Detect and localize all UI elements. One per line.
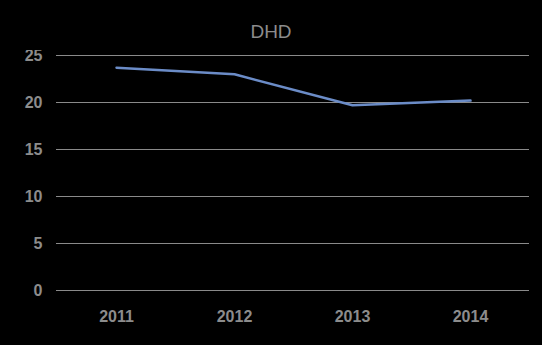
svg-text:5: 5 bbox=[34, 235, 43, 252]
svg-text:2013: 2013 bbox=[335, 308, 371, 325]
svg-text:2012: 2012 bbox=[217, 308, 253, 325]
svg-text:2014: 2014 bbox=[453, 308, 489, 325]
svg-text:2011: 2011 bbox=[99, 308, 134, 325]
svg-text:0: 0 bbox=[34, 282, 43, 299]
svg-text:10: 10 bbox=[25, 188, 43, 205]
html-text:DHD: DHD bbox=[250, 21, 292, 42]
svg-text:20: 20 bbox=[25, 94, 43, 111]
svg-text:15: 15 bbox=[25, 141, 43, 158]
svg-text:25: 25 bbox=[25, 50, 43, 64]
